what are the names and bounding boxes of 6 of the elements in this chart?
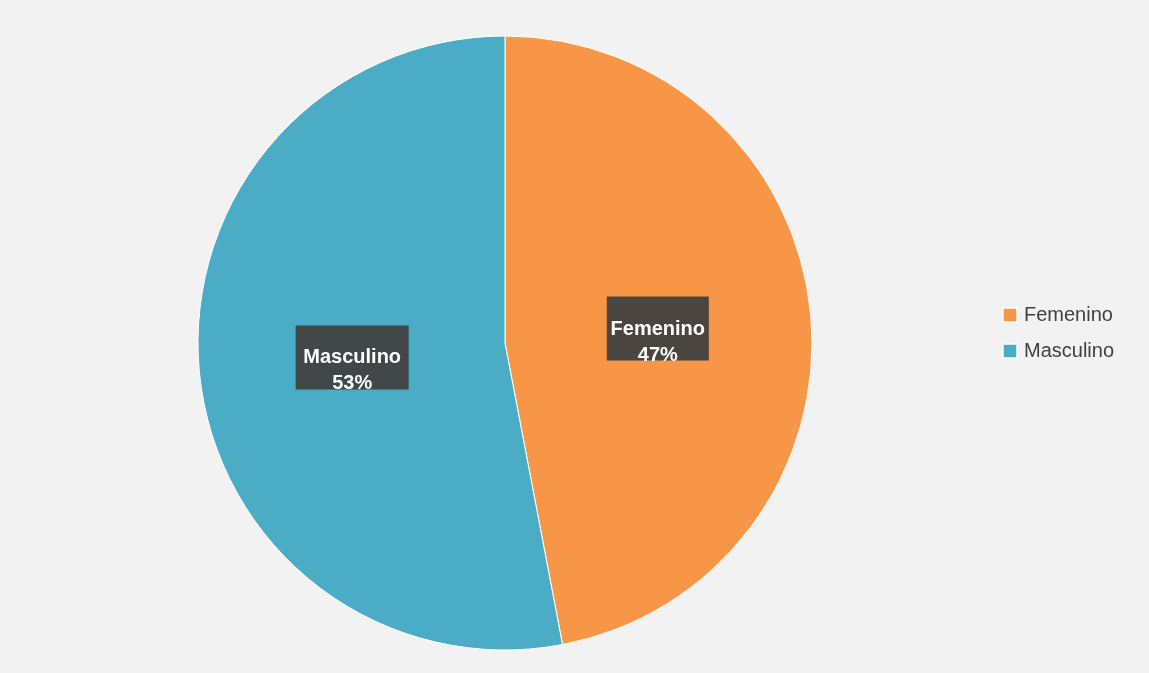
slice-label: Masculino xyxy=(303,345,402,368)
legend-label: Masculino xyxy=(1024,339,1115,361)
data-label: 53% xyxy=(332,371,373,394)
data-label: 47% xyxy=(637,342,679,365)
legend-label: Femenino xyxy=(1024,303,1113,325)
slice-label: Femenino xyxy=(610,316,706,339)
